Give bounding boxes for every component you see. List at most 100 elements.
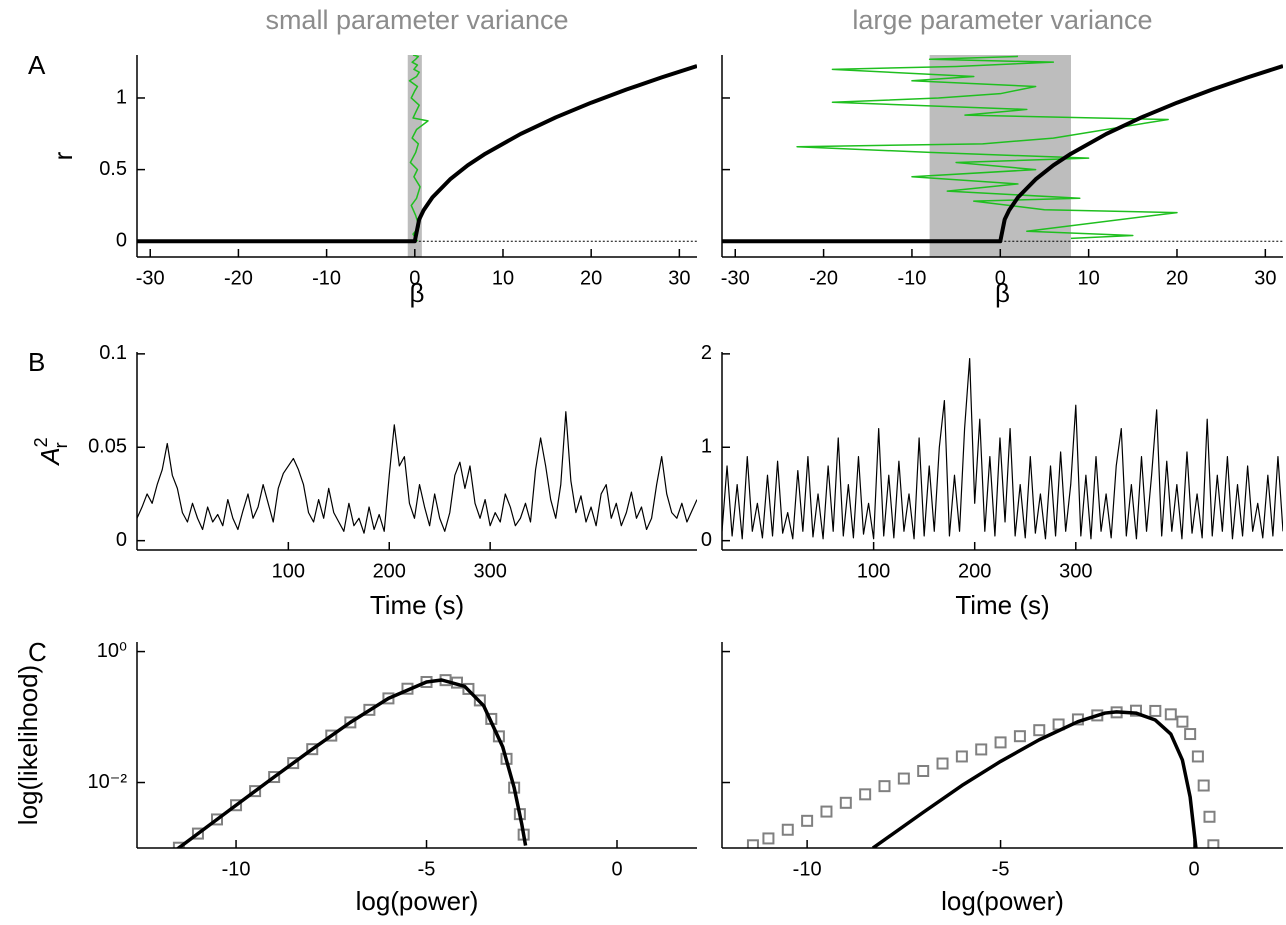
data-line (722, 357, 1283, 540)
square-marker (1203, 810, 1216, 823)
square-marker (211, 813, 223, 826)
square-marker (1207, 839, 1220, 848)
plot-area (137, 411, 697, 534)
square-marker (801, 814, 814, 827)
y-tick-label: 2 (701, 342, 712, 364)
y-tick-label: 0.5 (99, 158, 127, 180)
square-marker (839, 796, 852, 809)
x-tick-label: 0 (1188, 858, 1199, 880)
x-tick-label: 300 (473, 560, 506, 582)
x-tick-label: -30 (721, 267, 750, 289)
y-tick-label: 10⁰ (97, 640, 127, 662)
x-tick-label: 300 (1059, 560, 1092, 582)
data-line (408, 55, 429, 242)
y-axis-label: A2r (31, 437, 71, 466)
square-marker (878, 780, 891, 793)
y-tick-label: 1 (116, 86, 127, 108)
panel-title: large parameter variance (852, 5, 1152, 35)
square-marker (1129, 704, 1142, 717)
square-marker (820, 805, 833, 818)
y-label-sup: 2 (31, 437, 51, 447)
square-marker (975, 743, 988, 756)
square-marker (268, 771, 281, 784)
x-tick-label: -20 (809, 267, 838, 289)
y-tick-label: 10⁻² (88, 771, 128, 793)
data-line (871, 710, 1198, 848)
x-tick-label: 100 (857, 560, 890, 582)
x-tick-label: 0 (409, 267, 420, 289)
square-marker (746, 839, 759, 848)
square-marker (859, 788, 872, 801)
x-tick-label: -10 (312, 267, 341, 289)
plot-area (172, 674, 530, 848)
x-axis-label: β (410, 278, 425, 308)
x-axis-label: Time (s) (370, 590, 464, 620)
y-tick-label: 0 (116, 230, 127, 252)
plot-area (137, 55, 697, 257)
square-marker (473, 694, 486, 707)
x-tick-label: -5 (992, 858, 1010, 880)
square-marker (1164, 708, 1177, 721)
data-line (796, 55, 1178, 240)
square-marker (1149, 704, 1162, 717)
y-label-sub: r (51, 442, 71, 448)
x-axis-label: Time (s) (955, 590, 1049, 620)
x-tick-label: -10 (222, 858, 251, 880)
x-tick-label: -20 (224, 267, 253, 289)
square-marker (306, 743, 319, 756)
x-tick-label: -5 (418, 858, 436, 880)
x-tick-label: 30 (1254, 267, 1276, 289)
y-tick-label: 1 (701, 436, 712, 458)
x-tick-label: 100 (272, 560, 305, 582)
square-marker (994, 736, 1007, 749)
y-axis-label: log(likelihood) (13, 665, 43, 825)
square-marker (781, 823, 794, 836)
square-marker (762, 832, 775, 845)
square-marker (287, 757, 300, 770)
square-marker (1033, 724, 1046, 737)
x-tick-label: 10 (1078, 267, 1100, 289)
plot-area (746, 704, 1220, 848)
x-tick-label: 10 (492, 267, 514, 289)
plot-area (722, 55, 1283, 257)
square-marker (917, 764, 930, 777)
square-marker (325, 729, 338, 742)
square-marker (462, 682, 475, 695)
x-tick-label: 20 (1166, 267, 1188, 289)
y-tick-label: 0.1 (99, 342, 127, 364)
square-marker (1184, 728, 1197, 741)
x-tick-label: -30 (136, 267, 165, 289)
x-tick-label: 200 (373, 560, 406, 582)
x-tick-label: 200 (958, 560, 991, 582)
square-marker (191, 827, 204, 840)
x-axis-label: log(power) (941, 886, 1064, 916)
data-line (722, 64, 1283, 244)
square-marker (344, 716, 357, 729)
panel-letter: A (28, 50, 46, 80)
square-marker (1176, 715, 1189, 728)
y-label-base: A (35, 447, 65, 466)
panel-letter: C (28, 637, 47, 667)
square-marker (1013, 730, 1026, 743)
square-marker (363, 703, 376, 716)
y-tick-label: 0 (116, 529, 127, 551)
square-marker (897, 772, 910, 785)
square-marker (936, 757, 949, 770)
x-tick-label: -10 (793, 858, 822, 880)
square-marker (249, 785, 262, 798)
square-marker (230, 799, 243, 812)
square-marker (955, 750, 968, 763)
plot-area (722, 357, 1283, 540)
x-tick-label: -10 (897, 267, 926, 289)
square-marker (382, 692, 395, 705)
x-tick-label: 30 (668, 267, 690, 289)
y-tick-label: 0 (701, 529, 712, 551)
data-line (175, 678, 528, 848)
x-axis-label: β (995, 278, 1010, 308)
y-tick-label: 0.05 (88, 436, 127, 458)
x-axis-label: log(power) (356, 886, 479, 916)
data-line (137, 411, 697, 534)
panel-letter: B (28, 347, 45, 377)
